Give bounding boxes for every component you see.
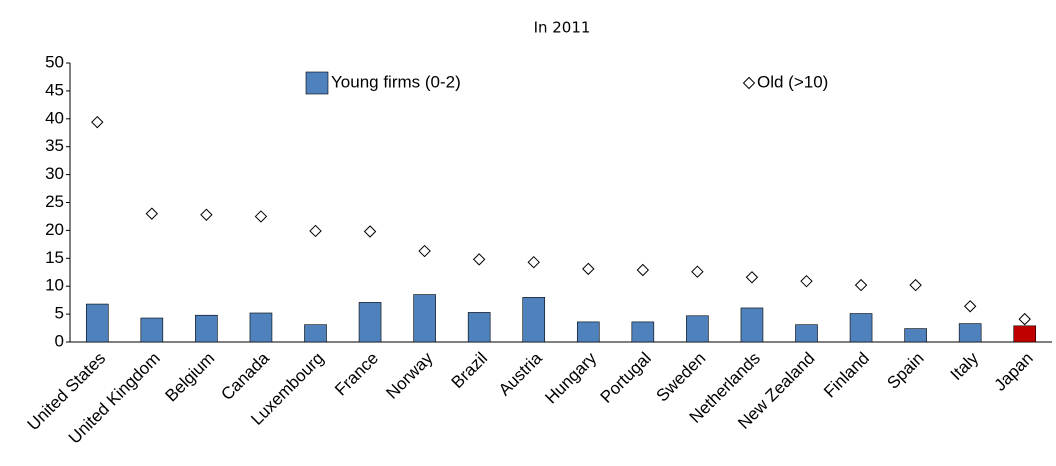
marker [472,253,486,266]
y-tick-label: 5 [55,304,64,323]
bar [195,314,218,343]
y-tick-label: 10 [45,276,64,295]
legend-label: Young firms (0-2) [331,72,461,91]
marker [418,244,431,258]
bar [849,313,873,343]
marker [745,271,759,284]
bar [958,323,982,343]
x-tick-label: Hungary [541,348,600,407]
y-tick-label: 0 [55,331,64,350]
marker [200,208,213,221]
marker [363,225,377,238]
marker [527,255,540,269]
marker [582,262,595,276]
x-tick-label: Japan [991,349,1037,395]
y-tick-label: 30 [45,164,64,183]
y-tick-label: 50 [45,52,64,71]
y-tick-label: 25 [45,192,64,211]
y-tick-label: 20 [45,220,64,239]
bar [740,307,764,343]
legend-label: Old (>10) [757,72,828,91]
x-tick-label: Finland [820,349,873,402]
bar [1013,325,1037,343]
x-tick-label: Norway [382,348,437,403]
bar [304,324,327,343]
bar [358,302,382,343]
marker [309,224,322,238]
bar [576,321,600,343]
y-tick-label: 15 [45,248,64,267]
bar [631,321,655,343]
bar [795,324,818,343]
marker [854,278,868,292]
marker [636,263,650,277]
x-tick-label: Canada [217,348,273,404]
x-tick-label: Spain [883,349,927,393]
marker [1018,312,1031,326]
x-tick-label: Portugal [597,349,655,407]
legend-swatch [305,71,329,95]
legend-swatch [742,76,756,90]
chart-title: In 2011 [534,19,591,37]
marker [963,300,977,313]
y-tick-label: 40 [45,108,64,127]
y-tick-label: 45 [45,80,64,99]
marker [145,207,159,220]
bar [904,328,927,343]
x-tick-label: France [331,349,382,400]
bar [522,297,546,343]
bar [413,294,436,343]
x-tick-label: Italy [947,348,983,384]
bar [140,317,164,343]
y-tick-label: 35 [45,136,64,155]
marker [909,278,922,292]
bar [85,303,109,343]
marker [254,210,268,223]
bar [686,315,709,343]
marker [91,115,104,129]
x-tick-label: Austria [495,348,546,399]
bar [249,312,273,343]
x-tick-label: Belgium [162,349,219,406]
x-tick-label: Brazil [448,349,491,392]
marker [691,265,704,278]
marker [800,274,813,288]
bar [467,312,491,343]
